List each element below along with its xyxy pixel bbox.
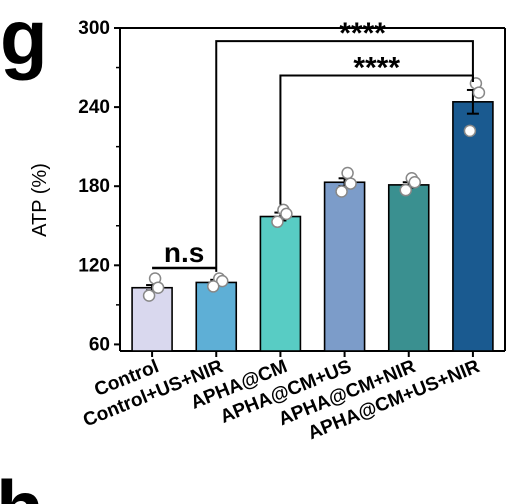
bar <box>387 184 430 352</box>
data-point <box>472 86 486 99</box>
data-point <box>216 274 229 288</box>
y-tick-label: 120 <box>78 255 110 276</box>
bar <box>259 215 302 352</box>
data-point <box>142 289 156 302</box>
significance-bracket <box>279 74 474 205</box>
next-panel-label: h <box>0 464 44 504</box>
bar <box>452 101 494 352</box>
data-point <box>463 124 477 138</box>
data-point <box>408 175 421 189</box>
data-point <box>271 215 284 229</box>
data-point <box>280 207 293 221</box>
bar <box>323 181 366 352</box>
data-point <box>344 177 357 190</box>
y-tick-label: 60 <box>89 334 110 355</box>
ns-label: n.s <box>164 237 204 268</box>
panel-label: g <box>0 0 48 81</box>
significance-label: **** <box>353 51 400 84</box>
significance-bracket <box>215 40 474 272</box>
data-point <box>207 280 220 293</box>
significance-label: **** <box>339 17 386 50</box>
y-tick-label: 180 <box>78 176 110 197</box>
bar <box>131 286 173 352</box>
y-tick-label: 240 <box>78 97 110 118</box>
data-point <box>341 166 354 180</box>
bar <box>195 281 238 352</box>
data-point <box>151 281 165 294</box>
data-point <box>335 185 348 198</box>
data-point <box>399 183 412 197</box>
y-tick-label: 300 <box>78 18 110 39</box>
plot-area: 60120180240300ControlControl+US+NIRAPHA@… <box>78 17 506 444</box>
y-axis-title: ATP (%) <box>29 163 51 237</box>
